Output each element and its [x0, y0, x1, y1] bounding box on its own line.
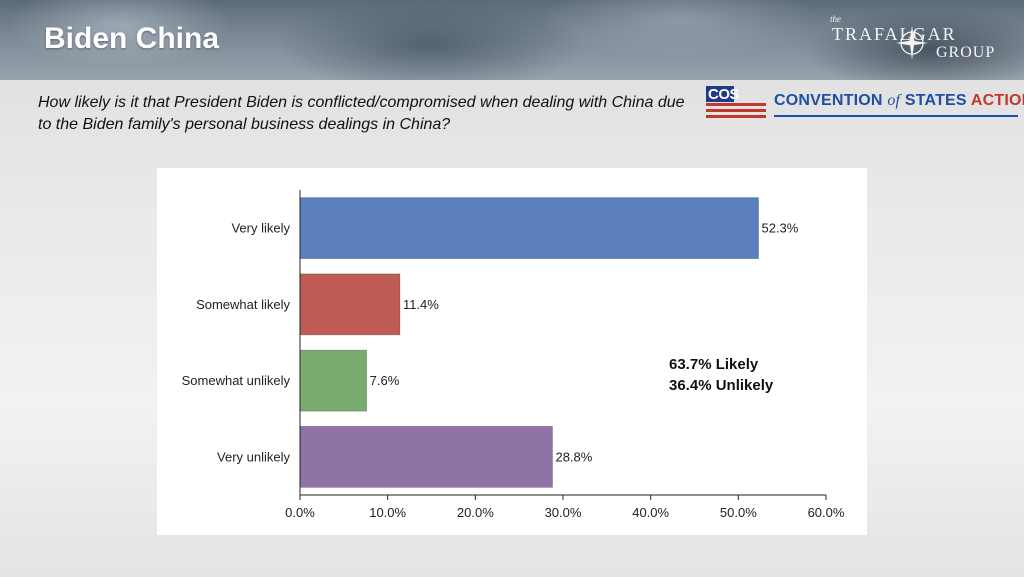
bar-very-likely [299, 197, 759, 260]
cos-name-part-2: STATES [904, 92, 967, 109]
cos-badge-text: COS [708, 86, 740, 103]
x-tick-label: 20.0% [457, 505, 494, 520]
cos-name: CONVENTION of STATES ACTION [774, 92, 1024, 110]
data-label-very-likely: 52.3% [761, 221, 798, 236]
cos-name-part-1: CONVENTION [774, 92, 883, 109]
header-banner [0, 0, 1024, 80]
category-label-very-unlikely: Very unlikely [217, 449, 290, 464]
logo-line-1: TRAFALGAR [832, 24, 957, 44]
cos-name-part-3: ACTION [970, 92, 1024, 109]
category-label-somewhat-unlikely: Somewhat unlikely [182, 373, 291, 388]
bar-somewhat-likely [299, 273, 401, 336]
compass-rose-icon [896, 26, 928, 60]
page-title: Biden China [44, 22, 220, 55]
logo-word-the: the [830, 14, 841, 24]
flag-stripe [706, 109, 766, 112]
trafalgar-group-logo: the TRAFALGAR GROUP [826, 14, 994, 66]
survey-question: How likely is it that President Biden is… [38, 94, 685, 133]
category-label-somewhat-likely: Somewhat likely [196, 297, 290, 312]
flag-stripe [706, 115, 766, 118]
data-label-somewhat-likely: 11.4% [403, 297, 439, 312]
data-label-very-unlikely: 28.8% [555, 449, 592, 464]
flag-canton [706, 86, 734, 102]
cos-name-of: of [887, 92, 901, 109]
x-tick-label: 40.0% [632, 505, 669, 520]
logo-line-2: GROUP [936, 44, 996, 61]
flag-stripe [706, 103, 766, 106]
chart-panel: Very likely 52.3% Somewhat likely 11.4% Some… [157, 168, 867, 535]
bar-chart: Very likely 52.3% Somewhat likely 11.4% Some… [182, 190, 845, 520]
category-label-very-likely: Very likely [231, 221, 290, 236]
cos-underline [774, 115, 1018, 117]
x-tick-label: 60.0% [808, 505, 845, 520]
x-tick-label: 10.0% [369, 505, 406, 520]
annotation-unlikely: 36.4% Unlikely [669, 377, 774, 394]
x-tick-label: 50.0% [720, 505, 757, 520]
convention-of-states-logo: COS CONVENTION of STATES ACTION [706, 86, 1024, 122]
bar-somewhat-unlikely [299, 349, 368, 412]
annotation-likely: 63.7% Likely [669, 356, 759, 373]
bar-very-unlikely [299, 425, 553, 488]
chart-annotation: 63.7% Likely 36.4% Unlikely [669, 354, 773, 396]
cos-badge: COS [706, 86, 766, 120]
data-label-somewhat-unlikely: 7.6% [370, 373, 400, 388]
x-tick-label: 0.0% [285, 505, 315, 520]
x-tick-label: 30.0% [545, 505, 582, 520]
